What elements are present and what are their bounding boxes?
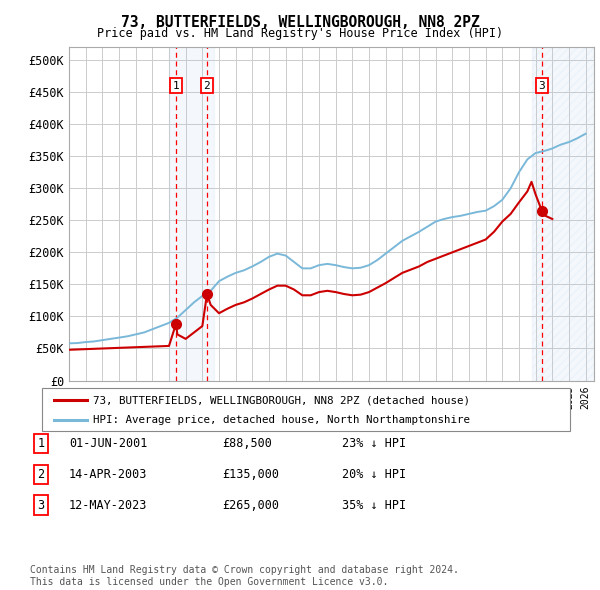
- Text: 1: 1: [37, 437, 44, 450]
- Text: 14-APR-2003: 14-APR-2003: [69, 468, 148, 481]
- Text: £88,500: £88,500: [222, 437, 272, 450]
- Text: £265,000: £265,000: [222, 499, 279, 512]
- Text: 2: 2: [203, 81, 211, 91]
- Text: 12-MAY-2023: 12-MAY-2023: [69, 499, 148, 512]
- Text: 73, BUTTERFIELDS, WELLINGBOROUGH, NN8 2PZ: 73, BUTTERFIELDS, WELLINGBOROUGH, NN8 2P…: [121, 15, 479, 30]
- Text: 73, BUTTERFIELDS, WELLINGBOROUGH, NN8 2PZ (detached house): 73, BUTTERFIELDS, WELLINGBOROUGH, NN8 2P…: [93, 395, 470, 405]
- Text: Price paid vs. HM Land Registry's House Price Index (HPI): Price paid vs. HM Land Registry's House …: [97, 27, 503, 40]
- Text: £135,000: £135,000: [222, 468, 279, 481]
- Text: 35% ↓ HPI: 35% ↓ HPI: [342, 499, 406, 512]
- Bar: [532, 47, 594, 381]
- Text: 20% ↓ HPI: 20% ↓ HPI: [342, 468, 406, 481]
- Bar: [169, 47, 214, 381]
- Text: 1: 1: [173, 81, 179, 91]
- Text: 3: 3: [538, 81, 545, 91]
- Text: 3: 3: [37, 499, 44, 512]
- Text: 23% ↓ HPI: 23% ↓ HPI: [342, 437, 406, 450]
- Text: 2: 2: [37, 468, 44, 481]
- Text: 01-JUN-2001: 01-JUN-2001: [69, 437, 148, 450]
- Text: Contains HM Land Registry data © Crown copyright and database right 2024.
This d: Contains HM Land Registry data © Crown c…: [30, 565, 459, 587]
- Text: HPI: Average price, detached house, North Northamptonshire: HPI: Average price, detached house, Nort…: [93, 415, 470, 425]
